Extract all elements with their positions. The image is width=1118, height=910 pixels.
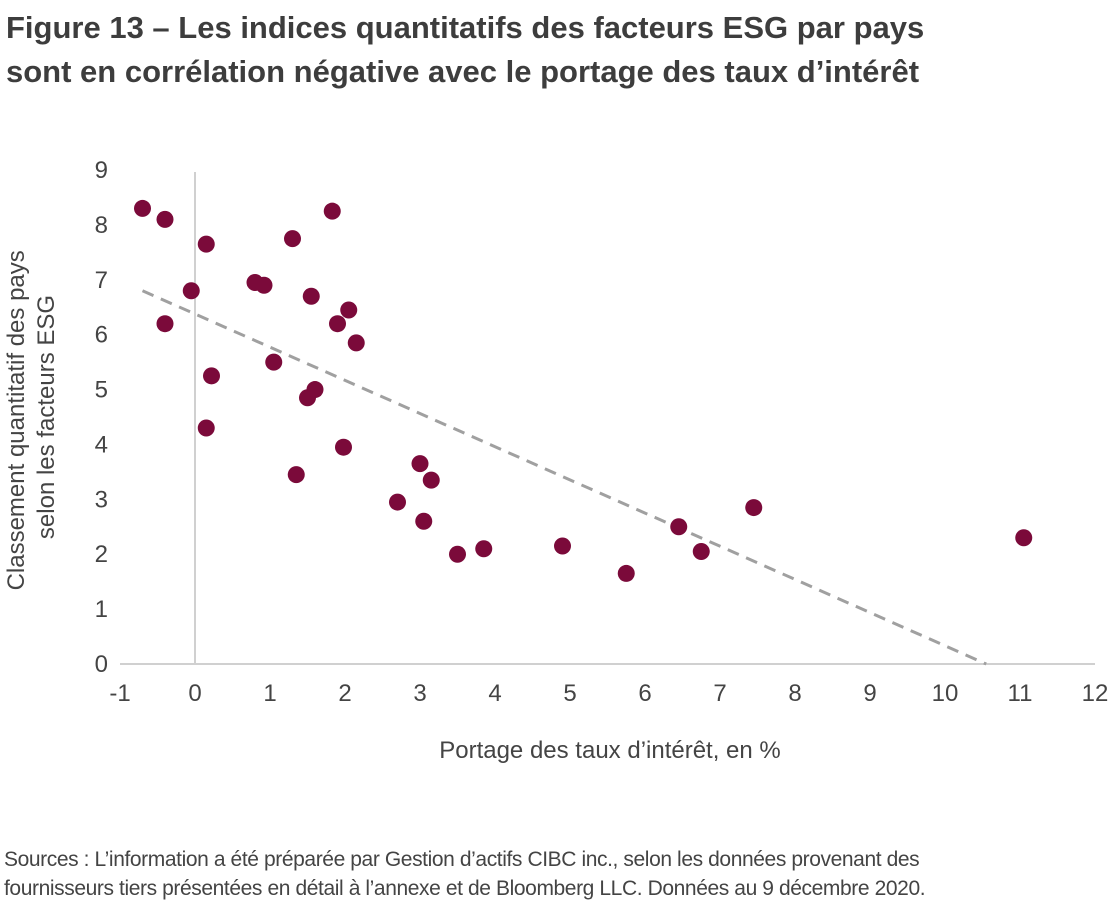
x-tick-label: 0 <box>188 680 201 707</box>
y-tick-label: 4 <box>95 431 108 458</box>
data-point <box>347 334 365 352</box>
data-point <box>255 276 273 294</box>
x-tick-label: 11 <box>1008 680 1033 707</box>
x-tick-label: 6 <box>638 680 651 707</box>
data-point <box>617 564 635 582</box>
trend-line <box>141 289 987 666</box>
y-tick-label: 5 <box>95 377 108 404</box>
data-point <box>197 419 215 437</box>
source-note-line-2: fournisseurs tiers présentées en détail … <box>4 877 926 900</box>
data-point <box>335 438 352 456</box>
x-axis-ticks: -1 0 1 2 3 4 5 6 7 8 9 10 11 12 <box>109 680 1108 707</box>
data-point <box>265 353 283 371</box>
source-note: Sources : L’information a été préparée p… <box>4 845 1114 903</box>
y-axis-label-line-1: Classement quantitatif des pays <box>3 250 30 590</box>
x-tick-label: 8 <box>788 680 801 707</box>
data-point <box>134 199 151 217</box>
data-point <box>287 466 305 484</box>
data-point <box>340 301 358 319</box>
data-point <box>415 512 433 530</box>
y-tick-label: 8 <box>95 212 108 239</box>
y-axis-ticks: 0 1 2 3 4 5 6 7 8 9 <box>95 157 108 678</box>
y-tick-label: 2 <box>95 541 108 568</box>
y-tick-label: 0 <box>95 651 108 678</box>
data-point <box>284 230 301 248</box>
x-tick-label: 3 <box>413 680 426 707</box>
data-point <box>197 235 215 253</box>
data-point <box>449 545 466 563</box>
source-note-line-1: Sources : L’information a été préparée p… <box>4 848 920 871</box>
y-tick-label: 9 <box>95 157 108 184</box>
data-point <box>203 367 220 385</box>
x-axis-label: Portage des taux d’intérêt, en % <box>439 737 781 764</box>
y-tick-label: 1 <box>95 596 108 623</box>
chart-title-line-2: sont en corrélation négative avec le por… <box>6 54 920 89</box>
data-point <box>422 471 440 489</box>
data-point <box>302 287 320 305</box>
y-tick-label: 7 <box>95 267 108 294</box>
x-tick-label: 12 <box>1082 680 1109 707</box>
data-point <box>156 210 174 228</box>
data-point <box>389 493 406 511</box>
y-axis-label: Classement quantitatif des pays selon le… <box>3 244 60 591</box>
data-point <box>306 381 324 399</box>
data-point <box>411 455 429 473</box>
data-point <box>329 315 346 333</box>
data-point <box>1015 529 1033 547</box>
data-point <box>182 282 200 300</box>
y-tick-label: 3 <box>95 486 108 513</box>
data-point <box>554 537 571 555</box>
x-tick-label: 5 <box>563 680 576 707</box>
data-point <box>323 202 341 220</box>
x-tick-label: 2 <box>338 680 351 707</box>
x-tick-label: -1 <box>109 680 130 707</box>
y-tick-label: 6 <box>95 322 108 349</box>
data-point <box>692 542 710 560</box>
data-point <box>670 518 688 536</box>
x-tick-label: 4 <box>488 680 501 707</box>
data-points <box>134 199 1033 582</box>
x-tick-label: 7 <box>713 680 726 707</box>
x-tick-label: 1 <box>263 680 276 707</box>
data-point <box>156 315 174 333</box>
chart-title: Figure 13 – Les indices quantitatifs des… <box>6 6 1106 94</box>
data-point <box>475 540 493 558</box>
x-tick-label: 9 <box>863 680 876 707</box>
data-point <box>745 499 763 517</box>
y-axis-label-line-2: selon les facteurs ESG <box>33 295 60 539</box>
chart-title-line-1: Figure 13 – Les indices quantitatifs des… <box>6 10 925 45</box>
x-tick-label: 10 <box>932 680 959 707</box>
